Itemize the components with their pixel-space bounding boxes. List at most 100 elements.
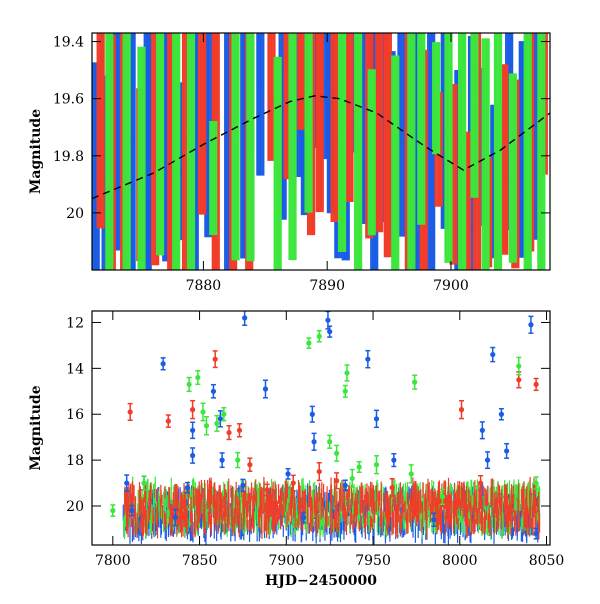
data-point <box>412 379 418 385</box>
data-point <box>285 471 291 477</box>
data-point <box>399 139 404 144</box>
data-point <box>439 494 446 500</box>
x-tick-label: 7850 <box>182 553 218 569</box>
data-point <box>472 96 477 101</box>
data-point <box>190 452 196 459</box>
x-tick-label: 7950 <box>355 553 391 569</box>
data-point <box>433 102 439 107</box>
data-point <box>165 418 171 424</box>
data-point <box>342 388 348 394</box>
data-point <box>459 139 465 144</box>
data-point <box>365 356 371 362</box>
y-tick-label: 20 <box>66 499 84 515</box>
data-point <box>206 96 211 101</box>
data-point <box>258 82 263 87</box>
data-point <box>316 333 322 339</box>
x-tick-label: 7890 <box>309 278 345 294</box>
data-point <box>510 176 516 181</box>
plot-area <box>92 33 550 270</box>
axes: 7880 7890 7900 19.4 19.6 19.8 20 <box>53 33 550 294</box>
data-point <box>124 480 130 486</box>
data-point <box>408 471 414 477</box>
bottom-panel: 7800 7850 7900 7950 8000 8050 12 14 16 18 20 Magnit… <box>28 310 565 589</box>
data-point <box>184 485 191 491</box>
data-point <box>317 110 322 116</box>
data-point <box>431 517 437 523</box>
y-tick-label: 14 <box>66 361 84 377</box>
data-point <box>200 409 206 415</box>
plot-frame <box>91 32 551 271</box>
data-point <box>502 167 507 173</box>
data-point <box>373 462 380 468</box>
data-point <box>301 514 307 521</box>
data-point <box>347 119 352 124</box>
data-point <box>369 159 374 164</box>
data-point <box>203 423 210 429</box>
y-tick-label: 19.6 <box>53 92 84 108</box>
data-point <box>504 448 510 454</box>
data-point <box>275 196 280 201</box>
data-point <box>247 462 253 468</box>
data-point <box>306 340 312 346</box>
y-tick-label: 20 <box>66 206 84 222</box>
y-axis-title: Magnitude <box>28 109 44 194</box>
data-point <box>342 482 348 488</box>
data-point <box>311 439 317 445</box>
data-point <box>490 351 496 358</box>
data-point <box>139 190 144 196</box>
data-point <box>483 224 488 230</box>
data-point <box>495 167 501 173</box>
data-point <box>240 482 246 488</box>
data-point <box>290 125 295 130</box>
data-point <box>327 329 333 335</box>
plot-area <box>110 311 541 545</box>
data-point <box>221 411 227 417</box>
data-point <box>110 507 116 514</box>
data-point <box>127 409 133 415</box>
data-point <box>129 507 135 514</box>
data-point <box>332 82 337 87</box>
data-point <box>188 130 194 136</box>
data-point <box>298 67 304 73</box>
data-point <box>141 480 147 486</box>
data-point <box>190 407 196 413</box>
data-point <box>199 125 205 130</box>
data-point <box>409 167 414 173</box>
data-point <box>214 420 220 427</box>
data-point <box>528 322 534 328</box>
data-point <box>498 411 505 417</box>
x-tick-label: 7900 <box>433 278 469 294</box>
series-3 <box>110 329 539 517</box>
data-point <box>419 96 424 101</box>
data-point <box>533 530 539 537</box>
x-tick-label: 8050 <box>529 553 565 569</box>
data-point <box>355 119 361 124</box>
data-point <box>235 457 241 463</box>
data-point <box>160 361 166 367</box>
series-2 <box>127 350 539 498</box>
data-point <box>290 480 296 486</box>
data-point <box>212 356 218 362</box>
data-point <box>516 377 522 383</box>
data-point <box>242 315 248 321</box>
data-point <box>525 196 530 201</box>
data-point <box>484 457 491 463</box>
data-point <box>226 429 232 436</box>
x-tick-label: 7800 <box>95 553 131 569</box>
data-point <box>186 381 192 388</box>
data-point <box>385 153 391 158</box>
x-axis-title: HJD−2450000 <box>265 573 377 589</box>
x-tick-label: 8000 <box>442 553 478 569</box>
data-point <box>334 450 340 456</box>
data-point <box>479 427 485 433</box>
data-point <box>533 480 539 486</box>
x-tick-label: 7900 <box>268 553 304 569</box>
plot-frame <box>91 310 551 546</box>
data-point <box>327 439 333 445</box>
y-tick-label: 12 <box>66 315 84 331</box>
data-point <box>376 130 382 136</box>
data-point <box>248 153 253 158</box>
data-point <box>356 464 362 470</box>
data-point <box>428 167 434 173</box>
